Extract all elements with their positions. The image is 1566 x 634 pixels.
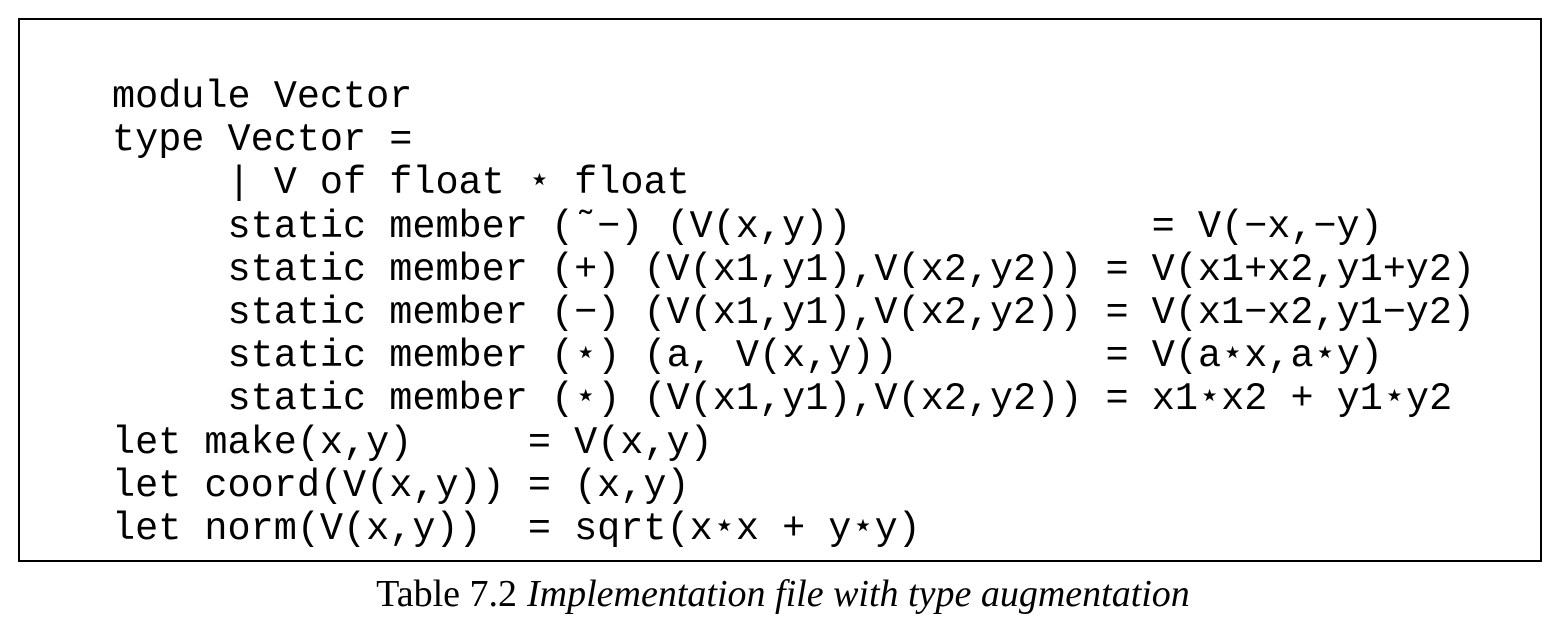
code-line: let make(x,y) = V(x,y) [112, 420, 713, 465]
code-line: static member (+) (V(x1,y1),V(x2,y2)) = … [112, 247, 1476, 292]
code-line: static member (⋆) (a, V(x,y)) = V(a⋆x,a⋆… [112, 334, 1383, 379]
code-line: type Vector = [112, 118, 413, 163]
code-line: static member (−) (V(x1,y1),V(x2,y2)) = … [112, 290, 1476, 335]
code-listing: module Vector type Vector = | V of float… [112, 75, 1476, 551]
code-line: static member (˜−) (V(x,y)) = V(−x,−y) [112, 204, 1383, 249]
code-line: let coord(V(x,y)) = (x,y) [112, 463, 690, 508]
code-line: module Vector [112, 75, 413, 119]
caption-label: Table 7.2 [376, 573, 518, 615]
code-line: let norm(V(x,y)) = sqrt(x⋆x + y⋆y) [112, 506, 921, 551]
code-line: | V of float ⋆ float [112, 161, 690, 206]
code-line: static member (⋆) (V(x1,y1),V(x2,y2)) = … [112, 377, 1453, 422]
code-listing-box: module Vector type Vector = | V of float… [18, 18, 1542, 562]
caption-title: Implementation file with type augmentati… [527, 573, 1190, 615]
table-caption: Table 7.2 Implementation file with type a… [0, 568, 1566, 620]
